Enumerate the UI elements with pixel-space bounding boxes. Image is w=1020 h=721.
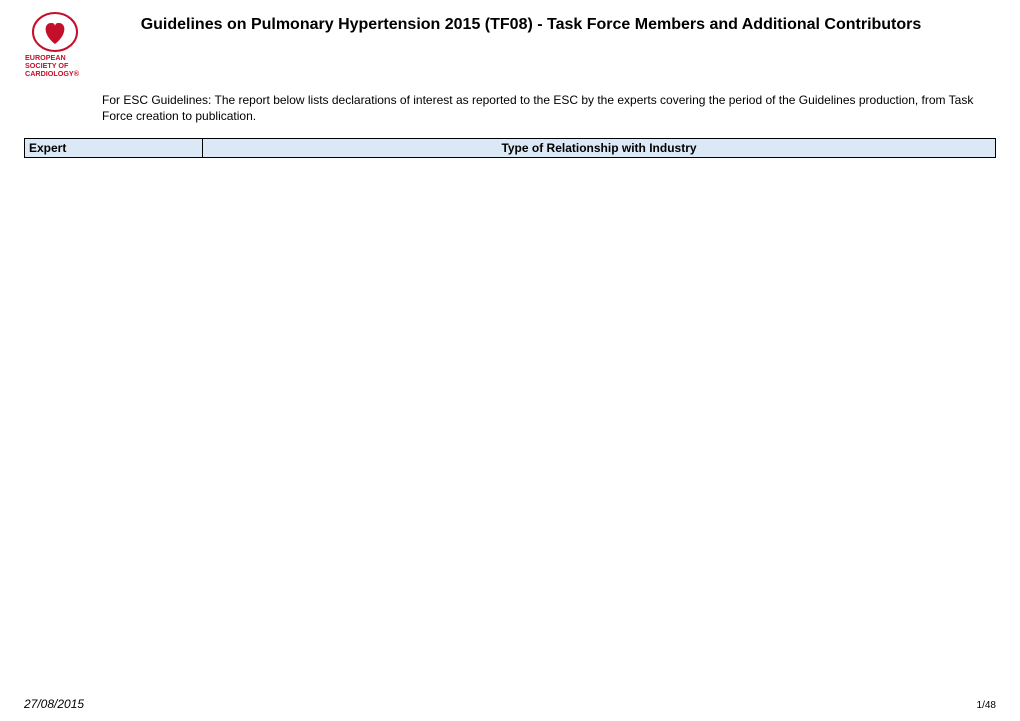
esc-logo: EUROPEAN SOCIETY OF CARDIOLOGY® (24, 10, 86, 78)
title-block: Guidelines on Pulmonary Hypertension 201… (106, 10, 996, 36)
page-container: EUROPEAN SOCIETY OF CARDIOLOGY® Guidelin… (0, 0, 1020, 158)
col-header-expert: Expert (25, 139, 203, 158)
col-header-relationship: Type of Relationship with Industry (203, 139, 996, 158)
table-header-row: Expert Type of Relationship with Industr… (25, 139, 996, 158)
page-footer: 27/08/2015 1/48 (24, 697, 996, 711)
declarations-table: Expert Type of Relationship with Industr… (24, 138, 996, 158)
document-title: Guidelines on Pulmonary Hypertension 201… (106, 10, 996, 36)
logo-line3: CARDIOLOGY® (25, 70, 85, 78)
intro-paragraph: For ESC Guidelines: The report below lis… (102, 92, 996, 124)
footer-page-number: 1/48 (977, 700, 996, 711)
logo-text: EUROPEAN SOCIETY OF CARDIOLOGY® (25, 54, 85, 78)
footer-date: 27/08/2015 (24, 697, 84, 711)
heart-icon (32, 12, 78, 52)
header-row: EUROPEAN SOCIETY OF CARDIOLOGY® Guidelin… (24, 10, 996, 78)
